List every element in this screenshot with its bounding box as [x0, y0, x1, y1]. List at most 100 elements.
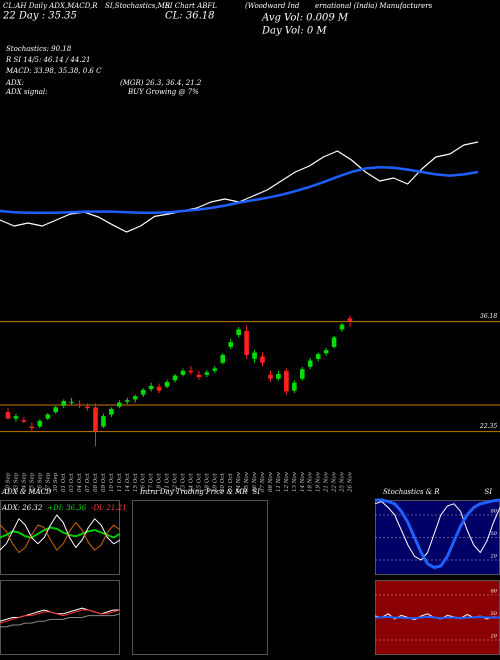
candle-body [93, 407, 98, 432]
candle-body [228, 342, 233, 347]
x-tick-label: 15 Oct [133, 473, 139, 492]
header-text: 22 Day : 35.35 [2, 11, 77, 22]
price-label: 22.35 [479, 423, 497, 430]
y-tick-label: 50 [491, 611, 498, 617]
candle-body [5, 412, 11, 419]
panel [132, 500, 268, 655]
header-text: CL:AH Daily ADX,MACD,R [3, 2, 98, 10]
x-tick-label: 31 Oct [228, 473, 234, 492]
x-tick-label: 25 Nov [340, 471, 346, 493]
x-tick-label: 08 Oct [93, 473, 99, 492]
panel-title: SI [484, 488, 492, 496]
x-tick-label: 14 Oct [125, 473, 131, 492]
series-line [374, 501, 500, 561]
candle-body [85, 406, 90, 409]
candle-body [292, 382, 297, 391]
candle-body [77, 404, 82, 406]
x-tick-label: 05 Nov [244, 471, 250, 492]
annotation: -DI: 21.21 [91, 504, 126, 512]
x-tick-label: 11 Oct [117, 473, 123, 492]
candle-body [307, 360, 313, 367]
x-tick-label: 23 Sep [13, 472, 19, 493]
candle-body [299, 369, 305, 379]
candle-body [339, 324, 345, 330]
x-tick-label: 25 Sep [29, 472, 35, 493]
candle-body [148, 385, 154, 390]
series-line [0, 522, 121, 553]
candle-body [140, 389, 146, 395]
x-tick-label: 04 Nov [236, 471, 242, 492]
candle-body [109, 408, 114, 415]
x-tick-label: 18 Nov [308, 471, 314, 492]
x-tick-label: 17 Oct [149, 473, 155, 492]
header-text: Day Vol: 0 M [261, 26, 327, 37]
panel [375, 500, 500, 575]
candle-body [156, 386, 162, 391]
x-tick-label: 23 Oct [180, 473, 186, 493]
candle-body [172, 375, 178, 381]
y-tick-label: 80 [491, 589, 498, 595]
x-tick-label: 21 Oct [165, 473, 171, 493]
x-tick-label: 01 Oct [61, 473, 67, 492]
header-text: ernational (India) Manufacturers [315, 2, 433, 10]
candle-body [21, 420, 27, 422]
candle-body [212, 368, 218, 371]
x-tick-label: 29 Oct [212, 473, 218, 493]
candle-body [37, 420, 43, 427]
candle-body [53, 407, 59, 413]
series-line [0, 613, 121, 628]
x-tick-label: 28 Oct [204, 473, 210, 493]
series-line [0, 165, 479, 215]
header-text: R SI 14/5: 46.14 / 44.21 [5, 56, 90, 64]
panel-title: SI [252, 488, 260, 496]
series-line [0, 526, 121, 539]
y-tick-label: 80 [491, 509, 498, 515]
candle-body [69, 401, 74, 403]
y-tick-label: 20 [490, 554, 498, 560]
x-tick-label: 26 Nov [348, 471, 354, 493]
header-text: ADX: [5, 79, 24, 87]
candle-body [252, 352, 257, 359]
panel-title: ADX & MACD [1, 488, 52, 496]
candle-body [29, 426, 35, 429]
series-line [375, 498, 500, 569]
header-text: Avg Vol: 0.009 M [261, 13, 349, 24]
series-line [375, 615, 500, 620]
candle-body [347, 318, 353, 322]
x-tick-label: 09 Oct [101, 473, 107, 492]
candle-body [260, 356, 265, 363]
candle-body [268, 374, 273, 379]
panel-title: Stochastics & R [383, 488, 440, 496]
x-tick-label: 04 Oct [77, 473, 83, 492]
candle-body [180, 370, 186, 375]
header-text: Stochastics: 90.18 [6, 45, 72, 53]
x-tick-label: 30 Sep [53, 472, 59, 492]
header-text: SI Chart ABFL [165, 2, 217, 10]
candle-body [323, 350, 329, 354]
candle-body [61, 401, 66, 406]
x-tick-label: 03 Oct [69, 473, 75, 492]
x-tick-label: 07 Oct [85, 473, 91, 492]
x-tick-label: 08 Nov [268, 471, 274, 492]
y-tick-label: 20 [490, 634, 498, 640]
x-tick-label: 11 Nov [276, 471, 282, 492]
candle-body [117, 402, 122, 407]
x-tick-label: 19 Nov [316, 471, 322, 492]
panel [0, 500, 120, 575]
series-line [0, 609, 121, 624]
header-text: ADX signal: [5, 88, 47, 96]
x-tick-label: 27 Sep [45, 472, 51, 493]
x-tick-label: 13 Nov [292, 471, 298, 492]
x-tick-label: 21 Nov [324, 471, 330, 493]
candle-body [284, 370, 289, 392]
candle-body [196, 374, 202, 378]
series-line [0, 514, 121, 551]
x-tick-label: 20 Sep [6, 472, 12, 493]
candle-body [331, 337, 337, 347]
candle-body [45, 414, 51, 419]
candle-body [204, 372, 210, 375]
annotation: +DI: 36.36 [47, 504, 86, 512]
x-tick-label: 14 Nov [300, 471, 306, 492]
annotation: ADX: 26.32 [1, 504, 43, 512]
